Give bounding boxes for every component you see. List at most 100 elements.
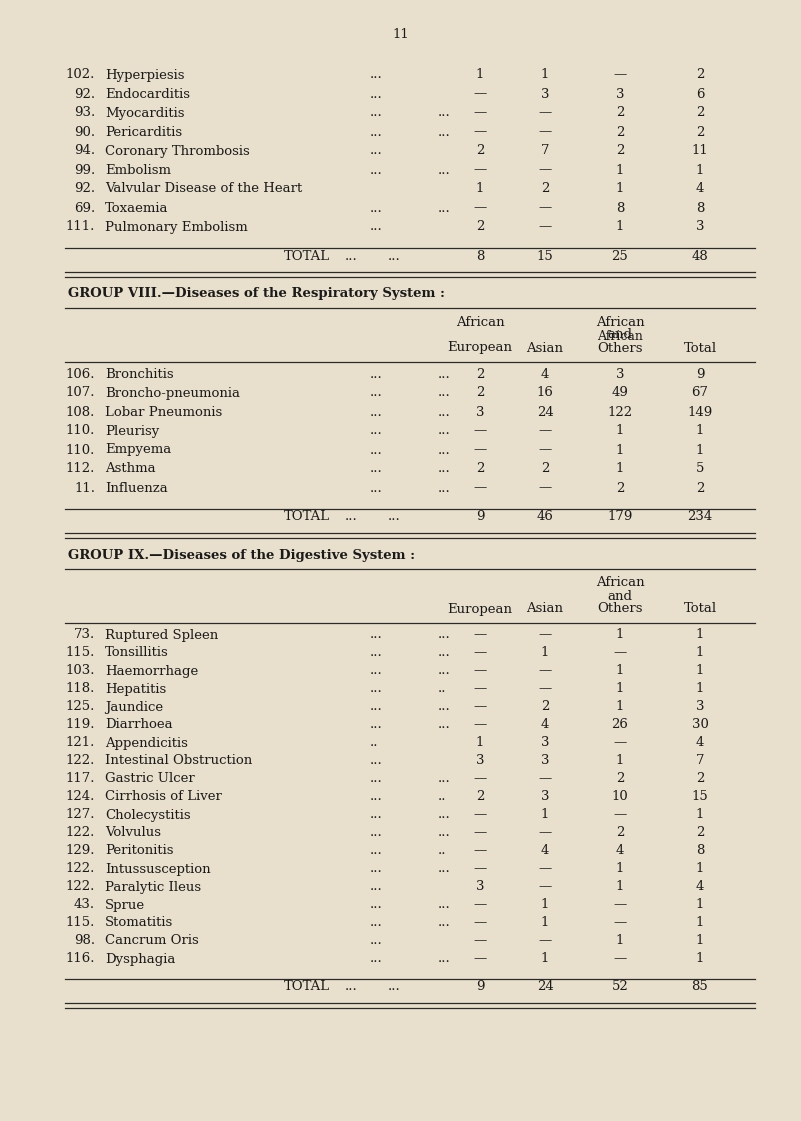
- Text: ...: ...: [370, 665, 383, 677]
- Text: ...: ...: [438, 647, 451, 659]
- Text: ...: ...: [438, 665, 451, 677]
- Text: 69.: 69.: [74, 202, 95, 214]
- Text: 24: 24: [537, 981, 553, 993]
- Text: 2: 2: [476, 463, 484, 475]
- Text: 124.: 124.: [66, 790, 95, 804]
- Text: ...: ...: [370, 647, 383, 659]
- Text: 117.: 117.: [66, 772, 95, 786]
- Text: ...: ...: [370, 917, 383, 929]
- Text: ...: ...: [370, 844, 383, 858]
- Text: 110.: 110.: [66, 425, 95, 437]
- Text: ...: ...: [370, 87, 383, 101]
- Text: —: —: [473, 701, 487, 713]
- Text: —: —: [473, 126, 487, 139]
- Text: Peritonitis: Peritonitis: [105, 844, 174, 858]
- Text: 25: 25: [612, 250, 628, 262]
- Text: ...: ...: [438, 387, 451, 399]
- Text: 107.: 107.: [66, 387, 95, 399]
- Text: 2: 2: [541, 183, 549, 195]
- Text: Volvulus: Volvulus: [105, 826, 161, 840]
- Text: —: —: [538, 665, 552, 677]
- Text: —: —: [473, 917, 487, 929]
- Text: ...: ...: [438, 444, 451, 456]
- Text: Dysphagia: Dysphagia: [105, 953, 175, 965]
- Text: 3: 3: [696, 221, 704, 233]
- Text: 1: 1: [616, 164, 624, 176]
- Text: ...: ...: [438, 202, 451, 214]
- Text: Tonsillitis: Tonsillitis: [105, 647, 169, 659]
- Text: Cancrum Oris: Cancrum Oris: [105, 935, 199, 947]
- Text: Influenza: Influenza: [105, 482, 167, 494]
- Text: 48: 48: [691, 250, 708, 262]
- Text: 179: 179: [607, 510, 633, 524]
- Text: European: European: [448, 342, 513, 354]
- Text: —: —: [614, 808, 626, 822]
- Text: ...: ...: [438, 917, 451, 929]
- Text: 5: 5: [696, 463, 704, 475]
- Text: ...: ...: [438, 953, 451, 965]
- Text: Intestinal Obstruction: Intestinal Obstruction: [105, 754, 252, 768]
- Text: 1: 1: [541, 68, 549, 82]
- Text: —: —: [473, 482, 487, 494]
- Text: 1: 1: [541, 899, 549, 911]
- Text: Total: Total: [683, 602, 717, 615]
- Text: —: —: [473, 826, 487, 840]
- Text: Pericarditis: Pericarditis: [105, 126, 182, 139]
- Text: ...: ...: [370, 387, 383, 399]
- Text: 1: 1: [696, 665, 704, 677]
- Text: ...: ...: [438, 126, 451, 139]
- Text: —: —: [538, 126, 552, 139]
- Text: 119.: 119.: [66, 719, 95, 732]
- Text: —: —: [473, 862, 487, 876]
- Text: Appendicitis: Appendicitis: [105, 736, 188, 750]
- Text: 1: 1: [616, 935, 624, 947]
- Text: ...: ...: [370, 221, 383, 233]
- Text: 46: 46: [537, 510, 553, 524]
- Text: —: —: [538, 106, 552, 120]
- Text: —: —: [473, 719, 487, 732]
- Text: 3: 3: [476, 754, 485, 768]
- Text: Others: Others: [598, 342, 642, 354]
- Text: 4: 4: [541, 368, 549, 380]
- Text: 92.: 92.: [74, 183, 95, 195]
- Text: ...: ...: [370, 754, 383, 768]
- Text: ...: ...: [438, 368, 451, 380]
- Text: 122.: 122.: [66, 826, 95, 840]
- Text: 127.: 127.: [66, 808, 95, 822]
- Text: Broncho-pneumonia: Broncho-pneumonia: [105, 387, 240, 399]
- Text: 7: 7: [541, 145, 549, 157]
- Text: ...: ...: [370, 164, 383, 176]
- Text: Hyperpiesis: Hyperpiesis: [105, 68, 184, 82]
- Text: —: —: [538, 425, 552, 437]
- Text: —: —: [538, 164, 552, 176]
- Text: —: —: [473, 665, 487, 677]
- Text: 98.: 98.: [74, 935, 95, 947]
- Text: 1: 1: [696, 647, 704, 659]
- Text: —: —: [538, 772, 552, 786]
- Text: 115.: 115.: [66, 647, 95, 659]
- Text: ..: ..: [438, 683, 446, 695]
- Text: Asian: Asian: [526, 342, 563, 354]
- Text: Intussusception: Intussusception: [105, 862, 211, 876]
- Text: 8: 8: [696, 202, 704, 214]
- Text: 90.: 90.: [74, 126, 95, 139]
- Text: 6: 6: [696, 87, 704, 101]
- Text: 1: 1: [696, 953, 704, 965]
- Text: Empyema: Empyema: [105, 444, 171, 456]
- Text: 2: 2: [696, 106, 704, 120]
- Text: Myocarditis: Myocarditis: [105, 106, 184, 120]
- Text: GROUP VIII.—Diseases of the Respiratory System :: GROUP VIII.—Diseases of the Respiratory …: [68, 287, 445, 300]
- Text: 2: 2: [541, 701, 549, 713]
- Text: 9: 9: [696, 368, 704, 380]
- Text: Pleurisy: Pleurisy: [105, 425, 159, 437]
- Text: 4: 4: [616, 844, 624, 858]
- Text: —: —: [473, 444, 487, 456]
- Text: —: —: [538, 826, 552, 840]
- Text: ...: ...: [370, 68, 383, 82]
- Text: ...: ...: [370, 772, 383, 786]
- Text: ...: ...: [370, 463, 383, 475]
- Text: ...: ...: [370, 953, 383, 965]
- Text: Cirrhosis of Liver: Cirrhosis of Liver: [105, 790, 222, 804]
- Text: ...: ...: [370, 935, 383, 947]
- Text: 118.: 118.: [66, 683, 95, 695]
